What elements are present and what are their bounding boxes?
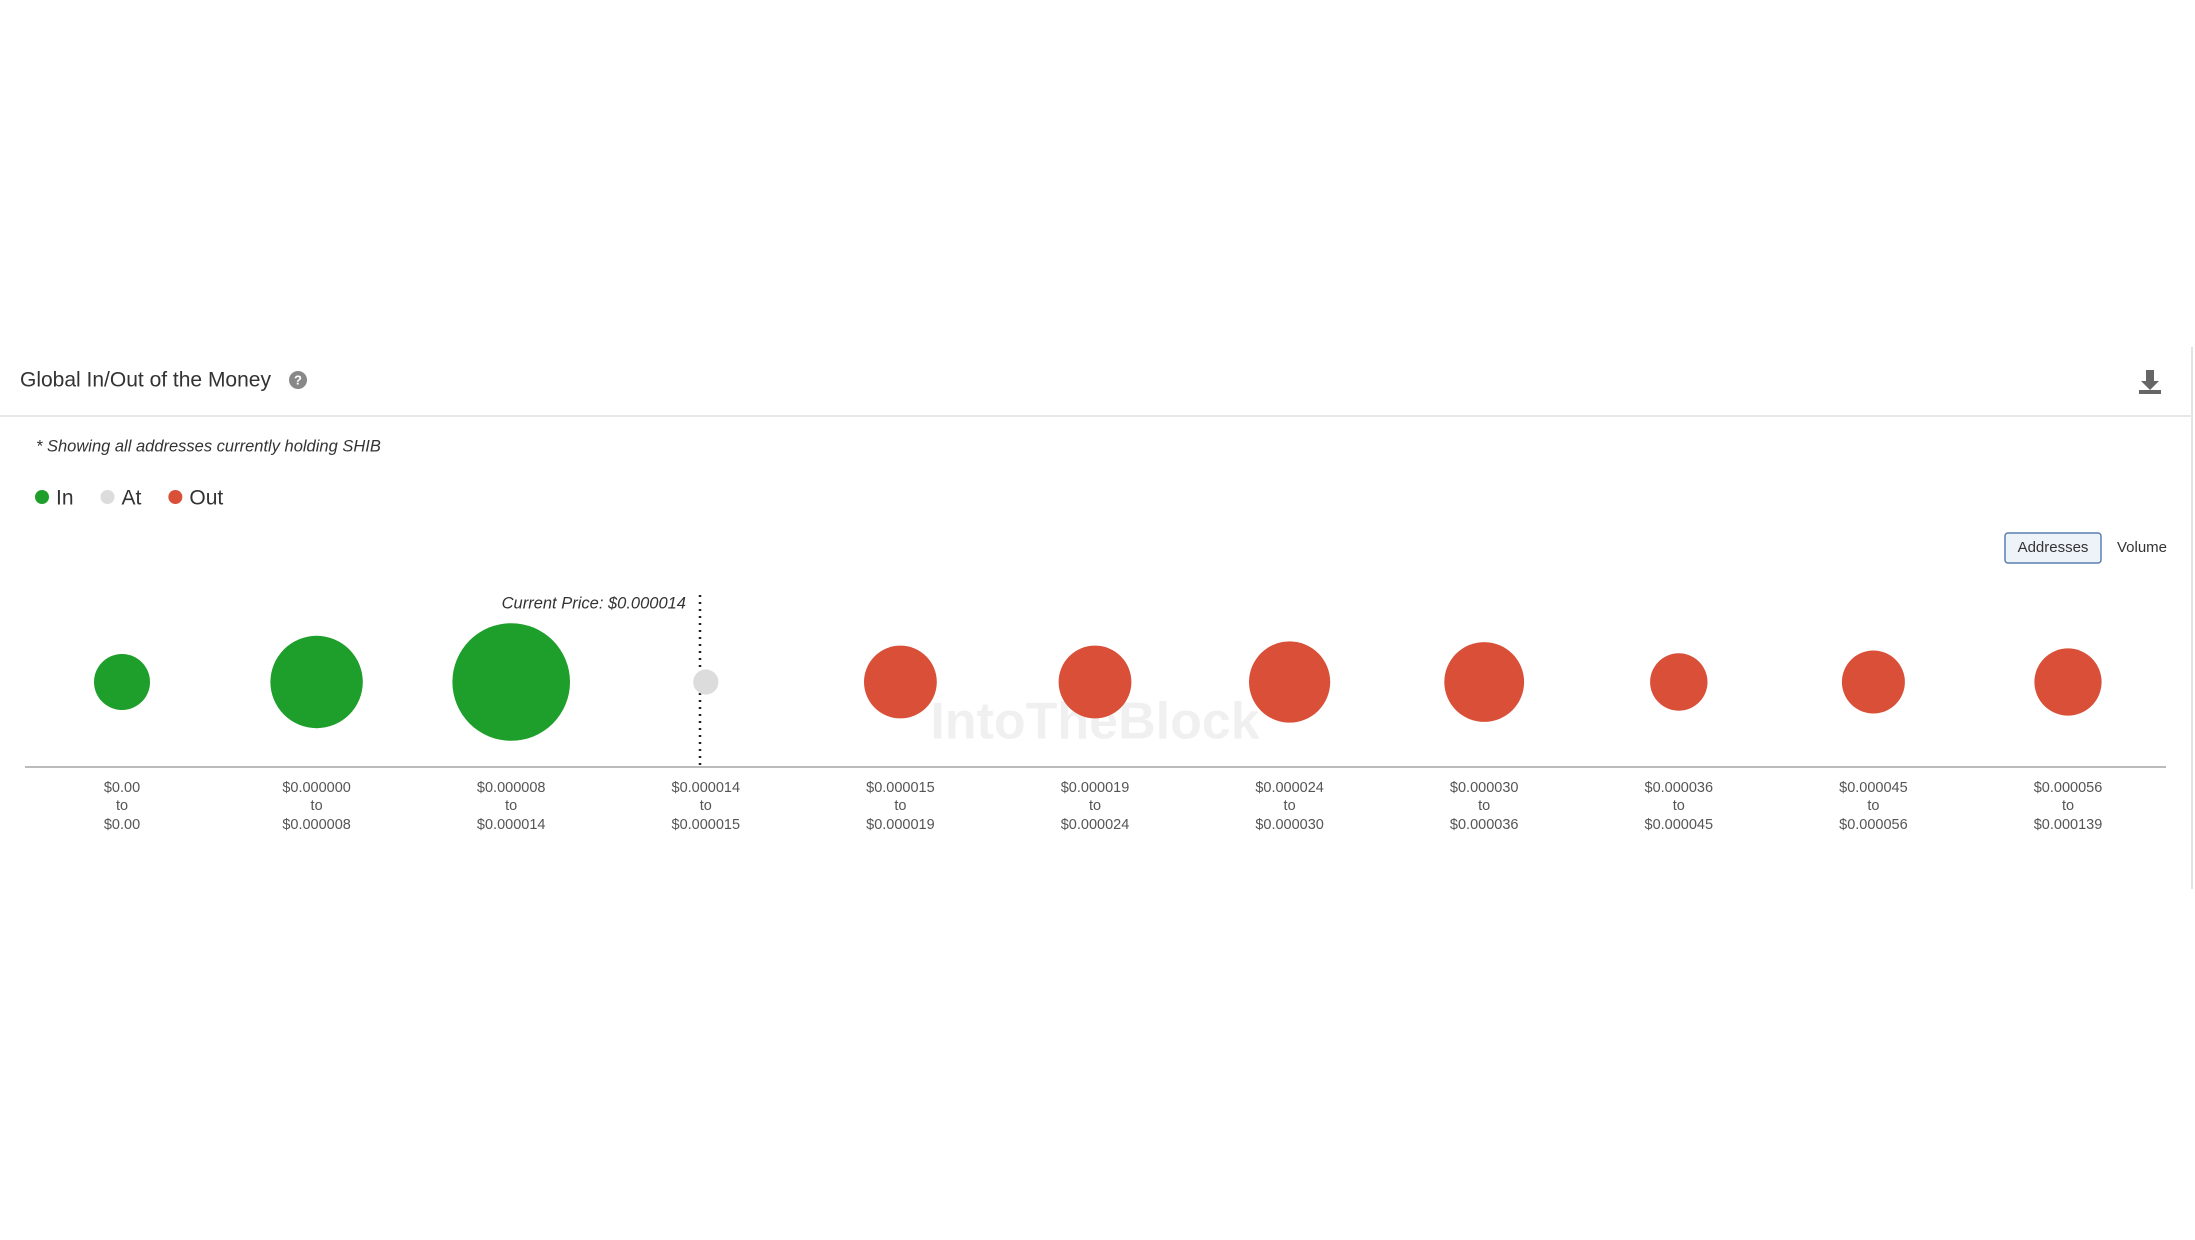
x-tick-label: to [2062,798,2074,814]
x-tick-label: to [700,798,712,814]
x-tick-label: $0.00 [104,780,140,796]
x-tick-label: $0.000056 [1839,817,1908,833]
x-tick-label: to [505,798,517,814]
bubble [864,645,937,719]
x-tick-label: to [311,798,323,814]
x-tick-label: $0.000019 [866,817,935,833]
x-tick-label: $0.000030 [1450,780,1519,796]
x-tick-label: to [1478,798,1490,814]
x-tick-label: $0.000030 [1255,817,1324,833]
svg-text:?: ? [294,372,302,387]
bubble [94,654,150,710]
x-tick-label: $0.000015 [672,817,741,833]
x-tick-label: $0.000015 [866,780,935,796]
bubble [693,669,719,695]
legend-label: Out [189,487,223,510]
x-tick-label: $0.000056 [2034,780,2103,796]
bubble [1249,641,1331,723]
legend-marker [168,490,183,504]
x-tick-label: $0.00 [104,817,140,833]
chart-title: Global In/Out of the Money [20,369,271,392]
x-tick-label: $0.000045 [1839,780,1908,796]
bubble [1841,650,1905,714]
x-tick-label: $0.000014 [672,780,741,796]
subtitle: * Showing all addresses currently holdin… [36,437,381,455]
x-tick-label: $0.000036 [1645,780,1714,796]
x-tick-label: $0.000008 [477,780,546,796]
x-tick-label: to [1284,798,1296,814]
legend-marker [35,490,49,504]
bubble [2034,648,2102,716]
addresses-button-label[interactable]: Addresses [2018,539,2089,556]
volume-button-label[interactable]: Volume [2117,539,2167,556]
x-tick-label: $0.000000 [282,780,351,796]
legend-label: In [56,487,74,510]
addresses-button[interactable] [2004,532,2102,564]
x-tick-label: $0.000036 [1450,817,1519,833]
x-tick-label: to [894,798,906,814]
bubble [270,635,363,729]
download-icon[interactable] [2139,370,2161,394]
bubble [1058,645,1132,719]
x-tick-label: $0.000008 [282,817,351,833]
bubble [1444,642,1525,722]
bubble [452,623,570,741]
x-tick-label: to [116,798,128,814]
x-tick-label: $0.000019 [1061,780,1130,796]
x-tick-label: to [1867,798,1879,814]
legend-marker [100,490,115,504]
bubble [1650,653,1708,711]
x-tick-label: to [1089,798,1101,814]
x-tick-label: $0.000139 [2034,817,2103,833]
x-tick-label: $0.000024 [1255,780,1324,796]
help-icon[interactable]: ? [289,371,307,389]
current-price-label: Current Price: $0.000014 [502,594,686,612]
x-tick-label: $0.000024 [1061,817,1130,833]
x-tick-label: $0.000045 [1645,817,1714,833]
x-tick-label: to [1673,798,1685,814]
x-tick-label: $0.000014 [477,817,546,833]
legend-label: At [122,487,142,510]
